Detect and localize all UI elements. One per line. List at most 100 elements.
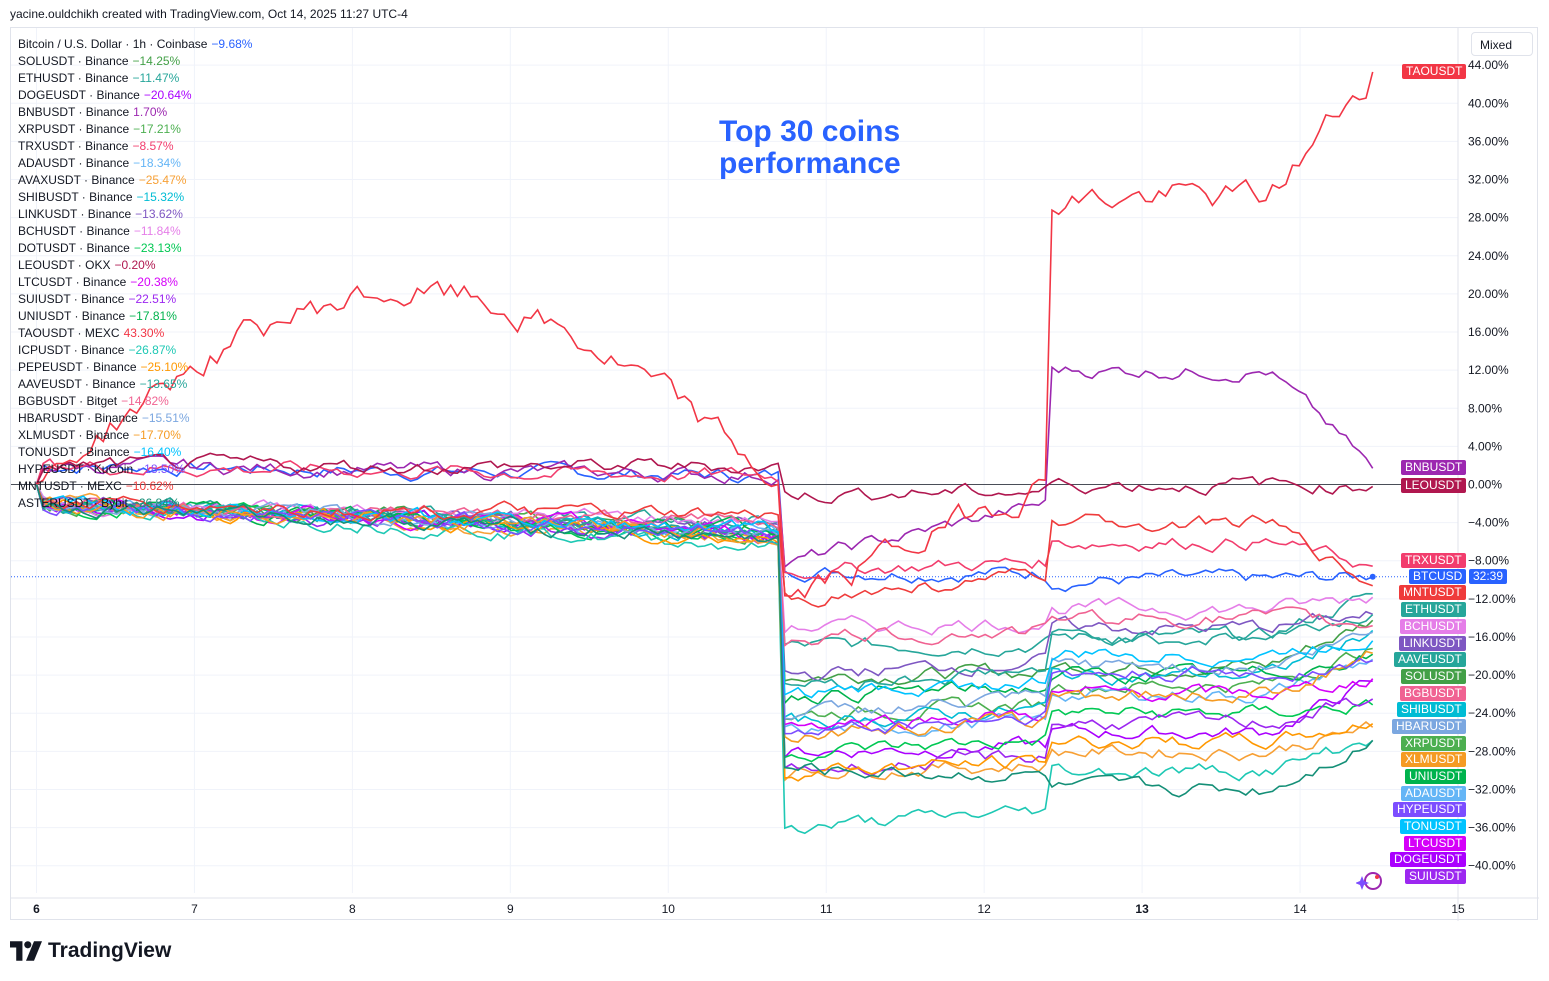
legend-item[interactable]: BGBUSDT · Bitget −14.82%: [18, 393, 252, 410]
legend-series-name: BCHUSDT · Binance: [18, 224, 130, 238]
legend-series-name: MNTUSDT · MEXC: [18, 479, 122, 493]
price-tag-suiusdt: SUIUSDT: [1405, 869, 1466, 885]
legend-item[interactable]: ADAUSDT · Binance −18.34%: [18, 155, 252, 172]
y-tick-label: 32.00%: [1468, 173, 1509, 187]
series-line-bnbusdt: [35, 365, 1374, 569]
legend-series-change: −22.51%: [128, 292, 177, 306]
price-tag-mntusdt: MNTUSDT: [1399, 585, 1466, 601]
price-tag-taousdt: TAOUSDT: [1402, 63, 1467, 79]
legend-item[interactable]: TONUSDT · Binance −16.40%: [18, 444, 252, 461]
y-tick-label: 0.00%: [1468, 478, 1502, 492]
legend-item[interactable]: BCHUSDT · Binance −11.84%: [18, 223, 252, 240]
legend-item[interactable]: AVAXUSDT · Binance −25.47%: [18, 172, 252, 189]
legend-item[interactable]: LINKUSDT · Binance −13.62%: [18, 206, 252, 223]
legend-item[interactable]: HYPEUSDT · KuCoin −18.50%: [18, 461, 252, 478]
price-tag-xrpusdt: XRPUSDT: [1401, 735, 1467, 751]
legend-series-change: −16.40%: [133, 445, 182, 459]
legend-series-name: HYPEUSDT · KuCoin: [18, 462, 134, 476]
price-tag-hypeusdt: HYPEUSDT: [1393, 802, 1467, 818]
legend-series-name: Bitcoin / U.S. Dollar · 1h · Coinbase: [18, 37, 208, 51]
y-tick-label: 16.00%: [1468, 325, 1509, 339]
series-line-mntusdt: [35, 484, 1373, 608]
y-tick-label: 28.00%: [1468, 211, 1509, 225]
sparkle-icon[interactable]: [1356, 868, 1386, 894]
legend-item[interactable]: SOLUSDT · Binance −14.25%: [18, 53, 252, 70]
legend-series-name: TONUSDT · Binance: [18, 445, 130, 459]
series-line-asterusdt: [35, 484, 1374, 798]
chart-annotation: Top 30 coins performance: [719, 116, 901, 180]
legend-item[interactable]: MNTUSDT · MEXC −10.62%: [18, 478, 252, 495]
chart-svg[interactable]: 44.00% 40.00% 36.00% 32.00% 28.00% 24.00% 20.0…: [11, 28, 1539, 921]
y-tick-label: 8.00%: [1468, 401, 1502, 415]
legend-item[interactable]: XLMUSDT · Binance −17.70%: [18, 427, 252, 444]
legend-item[interactable]: TRXUSDT · Binance −8.57%: [18, 138, 252, 155]
legend-series-change: −9.68%: [211, 37, 253, 51]
legend-series-change: −26.87%: [128, 343, 177, 357]
legend-series-change: −8.57%: [132, 139, 174, 153]
legend-item[interactable]: LTCUSDT · Binance −20.38%: [18, 274, 252, 291]
y-tick-label: −28.00%: [1468, 744, 1516, 758]
legend-item[interactable]: DOTUSDT · Binance −23.13%: [18, 240, 252, 257]
legend-item[interactable]: BNBUSDT · Binance 1.70%: [18, 104, 252, 121]
tradingview-logo-icon: [10, 941, 42, 961]
btc-countdown-tag: 32:39: [1469, 568, 1508, 584]
price-tag-tonusdt: TONUSDT: [1400, 819, 1466, 835]
legend-series-change: −10.62%: [125, 479, 174, 493]
price-tag-bchusdt: BCHUSDT: [1400, 618, 1467, 634]
chart-attribution: yacine.ouldchikh created with TradingVie…: [10, 7, 408, 21]
btc-last-point: [1369, 573, 1376, 580]
y-tick-label: 20.00%: [1468, 287, 1509, 301]
legend-series-name: UNIUSDT · Binance: [18, 309, 126, 323]
legend-series-name: ASTERUSDT · Bybit: [18, 496, 128, 510]
series-line-taousdt: [36, 71, 1374, 599]
tradingview-logo: TradingView: [10, 939, 171, 963]
legend-item[interactable]: Bitcoin / U.S. Dollar · 1h · Coinbase −9.…: [18, 36, 252, 53]
legend-item[interactable]: TAOUSDT · MEXC 43.30%: [18, 325, 252, 342]
price-tag-shibusdt: SHIBUSDT: [1397, 702, 1466, 718]
series-line-hypeusdt: [35, 484, 1373, 736]
legend-series-change: −14.82%: [121, 394, 169, 408]
legend-item[interactable]: SHIBUSDT · Binance −15.32%: [18, 189, 252, 206]
legend-series-change: −13.62%: [135, 207, 183, 221]
price-tag-xlmusdt: XLMUSDT: [1401, 752, 1467, 768]
series-line-icpusdt: [35, 484, 1374, 835]
legend-series-change: −15.32%: [136, 190, 185, 204]
legend-series-change: −11.84%: [133, 224, 181, 238]
series-legend: Bitcoin / U.S. Dollar · 1h · Coinbase −9.…: [18, 36, 252, 512]
legend-item[interactable]: DOGEUSDT · Binance −20.64%: [18, 87, 252, 104]
legend-item[interactable]: HBARUSDT · Binance −15.51%: [18, 410, 252, 427]
legend-series-change: −20.38%: [130, 275, 178, 289]
y-tick-label: 24.00%: [1468, 249, 1509, 263]
price-tag-aaveusdt: AAVEUSDT: [1394, 652, 1466, 668]
price-tag-ethusdt: ETHUSDT: [1401, 602, 1466, 618]
legend-series-name: SHIBUSDT · Binance: [18, 190, 133, 204]
legend-item[interactable]: UNIUSDT · Binance −17.81%: [18, 308, 252, 325]
y-tick-label: −16.00%: [1468, 630, 1516, 644]
price-tag-trxusdt: TRXUSDT: [1401, 552, 1466, 568]
legend-series-change: −25.10%: [140, 360, 189, 374]
legend-item[interactable]: SUIUSDT · Binance −22.51%: [18, 291, 252, 308]
price-tag-uniusdt: UNIUSDT: [1405, 769, 1467, 785]
legend-item[interactable]: AAVEUSDT · Binance −13.65%: [18, 376, 252, 393]
y-tick-label: −40.00%: [1468, 859, 1516, 873]
x-tick-label: 12: [977, 902, 991, 916]
legend-item[interactable]: ASTERUSDT · Bybit −26.84%: [18, 495, 252, 512]
legend-series-name: XRPUSDT · Binance: [18, 122, 130, 136]
series-line-trxusdt: [35, 458, 1373, 581]
price-tag-bnbusdt: BNBUSDT: [1401, 460, 1467, 476]
legend-series-name: PEPEUSDT · Binance: [18, 360, 137, 374]
legend-series-name: ADAUSDT · Binance: [18, 156, 130, 170]
legend-series-change: −17.70%: [133, 428, 181, 442]
legend-series-name: BNBUSDT · Binance: [18, 105, 130, 119]
legend-item[interactable]: PEPEUSDT · Binance −25.10%: [18, 359, 252, 376]
legend-item[interactable]: ICPUSDT · Binance −26.87%: [18, 342, 252, 359]
legend-item[interactable]: LEOUSDT · OKX −0.20%: [18, 257, 252, 274]
scale-mode-button[interactable]: Mixed: [1471, 32, 1533, 56]
legend-series-change: −26.84%: [131, 496, 180, 510]
legend-item[interactable]: ETHUSDT · Binance −11.47%: [18, 70, 252, 87]
x-tick-label: 13: [1135, 902, 1149, 916]
y-tick-label: −12.00%: [1468, 592, 1516, 606]
legend-item[interactable]: XRPUSDT · Binance −17.21%: [18, 121, 252, 138]
price-tag-leousdt: LEOUSDT: [1401, 478, 1466, 494]
price-tag-ltcusdt: LTCUSDT: [1404, 835, 1467, 851]
